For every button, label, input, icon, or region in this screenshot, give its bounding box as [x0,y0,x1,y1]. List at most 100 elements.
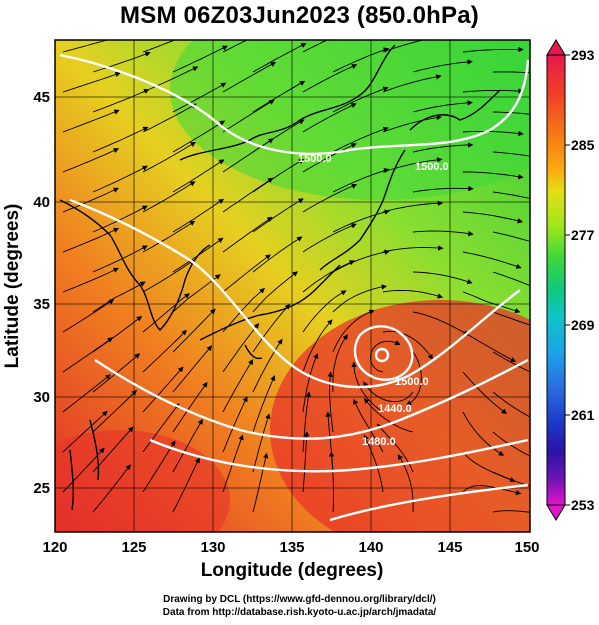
streamline [92,165,148,193]
streamline [222,138,274,173]
x-tick-label: 135 [279,539,304,556]
streamline [142,141,196,173]
streamline [382,200,444,213]
coastlines [59,44,501,511]
streamline [62,267,119,293]
streamline [302,223,357,253]
streamline [412,100,473,113]
streamline [406,351,422,406]
streamline [332,249,390,273]
streamline [62,71,121,93]
streamline [382,289,444,299]
streamline [142,181,196,213]
streamline [62,109,120,133]
streamline [332,47,390,73]
streamline [62,227,120,253]
streamline [463,171,524,180]
streamline [172,82,227,113]
streamline [492,351,530,373]
streamline [382,114,442,133]
credit-line-1: Drawing by DCL (https://www.gfd-dennou.o… [163,594,436,605]
streamline [363,434,384,493]
streamline [92,464,131,513]
streamline [412,311,469,336]
streamline [172,345,213,393]
credit-line-2: Data from http://database.rish.kyoto-u.a… [162,607,437,618]
streamline [62,337,114,373]
x-tick-labels: 120 125 130 135 140 145 150 [42,539,539,556]
streamline [332,309,375,353]
streamline [252,198,304,233]
streamline [302,40,329,53]
streamline [332,209,390,233]
streamline [332,126,389,153]
streamline [302,290,347,333]
colorbar-bottom-arrow [546,504,566,521]
streamline [302,391,312,453]
streamline [252,413,271,473]
contour-label: 1500.0 [298,153,332,165]
colorbar-body [546,54,566,506]
streamline [142,293,190,333]
streamline [252,80,306,113]
streamline [462,291,521,314]
streamline [92,281,146,313]
streamline [492,311,530,326]
streamline [382,330,434,360]
map-plot-area: 1500.0 1500.0 1500.0 1440.0 1480.0 [55,40,530,532]
streamline [92,51,151,73]
streamline [62,374,111,413]
streamline [462,88,524,94]
streamline [62,299,115,333]
streamline [92,389,138,433]
streamline [142,403,180,453]
streamline [492,71,530,74]
streamline [462,211,523,224]
figure-title: MSM 06Z03Jun2023 (850.0hPa) [120,2,479,29]
streamline [142,329,187,373]
streamline [332,334,348,393]
streamline [222,254,271,293]
streamline [172,381,208,433]
streamline [492,151,530,157]
streamline [328,451,335,513]
streamline [412,271,473,285]
streamline [62,148,120,173]
streamline [382,245,444,253]
streamline [172,159,225,193]
colorbar-ticks [565,54,570,506]
streamline [222,216,273,253]
x-tick-label: 145 [437,539,462,556]
streamline [462,46,524,53]
streamline [302,353,319,413]
streamline [351,361,384,413]
y-tick-labels: 25 30 35 40 45 [33,89,50,497]
x-tick-label: 125 [121,539,146,556]
streamline [302,183,358,213]
streamline [142,259,195,293]
streamline [172,418,203,473]
colorbar-top-arrow [546,39,566,56]
contour-label: 1500.0 [395,376,429,388]
colorbar-label: 277 [571,227,595,243]
streamline [462,411,505,456]
x-axis-label: Longitude (degrees) [201,560,384,581]
streamline [302,64,358,93]
streamline [462,251,522,269]
streamline [62,40,109,53]
streamline [222,99,275,133]
streamline [353,398,384,453]
streamline [302,319,333,373]
streamline [302,103,357,133]
streamline [92,126,149,153]
streamline [92,88,150,113]
streamline [252,43,307,73]
colorbar-label: 285 [571,137,595,153]
y-tick-label: 45 [33,89,50,106]
streamline [492,431,530,457]
streamline [462,371,508,414]
streamline [222,177,274,213]
streamline [222,288,265,333]
streamline [302,260,355,293]
